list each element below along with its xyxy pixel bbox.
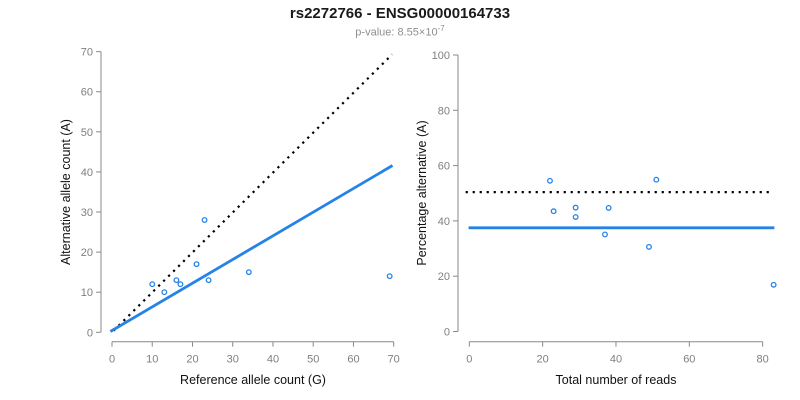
allele-count-scatter-plot: 0 10 20 30 40 50 60 70 0 10 20 30 40 50 60 70 <box>81 47 400 366</box>
data-point <box>205 277 212 284</box>
x-tick-label: 20 <box>186 354 198 366</box>
data-point <box>149 281 156 288</box>
y-tick-label: 30 <box>81 207 93 219</box>
x-tick-label: 40 <box>610 354 622 366</box>
x-tick-label: 40 <box>267 354 279 366</box>
p-value-subtitle: p-value: 8.55×10-7 <box>0 24 800 39</box>
data-point <box>653 176 660 183</box>
x-tick-label: 0 <box>466 354 472 366</box>
y-tick-label: 20 <box>81 247 93 259</box>
x-tick-label: 20 <box>537 354 549 366</box>
data-point <box>386 273 393 280</box>
data-point <box>193 261 200 268</box>
x-tick-label: 10 <box>146 354 158 366</box>
data-point <box>547 177 553 184</box>
y-tick-label: 40 <box>438 216 450 228</box>
data-point <box>201 217 208 223</box>
x-tick-label: 60 <box>347 354 359 366</box>
data-point <box>572 214 579 220</box>
y-tick-label: 20 <box>438 271 450 283</box>
y-tick-label: 0 <box>444 327 450 339</box>
page-title: rs2272766 - ENSG00000164733 <box>289 5 511 22</box>
x-tick-label: 0 <box>109 354 115 366</box>
x-tick-label: 70 <box>388 354 400 366</box>
p-value-text: p-value: 8.55×10 <box>355 26 438 39</box>
y-tick-label: 100 <box>432 50 450 62</box>
data-point <box>173 277 180 284</box>
right-xaxis-label: Total number of reads <box>556 373 677 387</box>
y-tick-label: 40 <box>81 167 93 179</box>
data-point <box>770 281 777 288</box>
y-tick-label: 80 <box>438 105 450 117</box>
x-tick-label: 50 <box>307 354 319 366</box>
y-tick-label: 0 <box>87 327 93 339</box>
left-yaxis-label: Alternative allele count (A) <box>59 119 73 265</box>
y-tick-label: 50 <box>81 127 93 139</box>
identity-line <box>112 53 393 332</box>
x-tick-label: 80 <box>757 354 769 366</box>
y-tick-label: 70 <box>81 47 93 59</box>
y-tick-label: 60 <box>81 87 93 99</box>
p-value-exponent: -7 <box>437 24 445 33</box>
y-tick-label: 60 <box>438 161 450 173</box>
data-point <box>550 208 557 215</box>
data-point <box>605 204 612 211</box>
x-tick-label: 60 <box>683 354 695 366</box>
left-xaxis-label: Reference allele count (G) <box>180 373 326 387</box>
data-point <box>245 269 252 276</box>
data-point <box>646 243 652 250</box>
data-point <box>161 289 168 296</box>
data-point <box>572 204 579 211</box>
x-tick-label: 30 <box>227 354 239 366</box>
regression-line <box>109 164 394 333</box>
right-yaxis-label: Percentage alternative (A) <box>415 120 429 265</box>
data-point <box>177 281 184 288</box>
data-point <box>602 231 608 238</box>
y-tick-label: 10 <box>81 287 93 299</box>
percentage-scatter-plot: 0 20 40 60 80 100 0 20 40 60 80 <box>432 50 777 366</box>
